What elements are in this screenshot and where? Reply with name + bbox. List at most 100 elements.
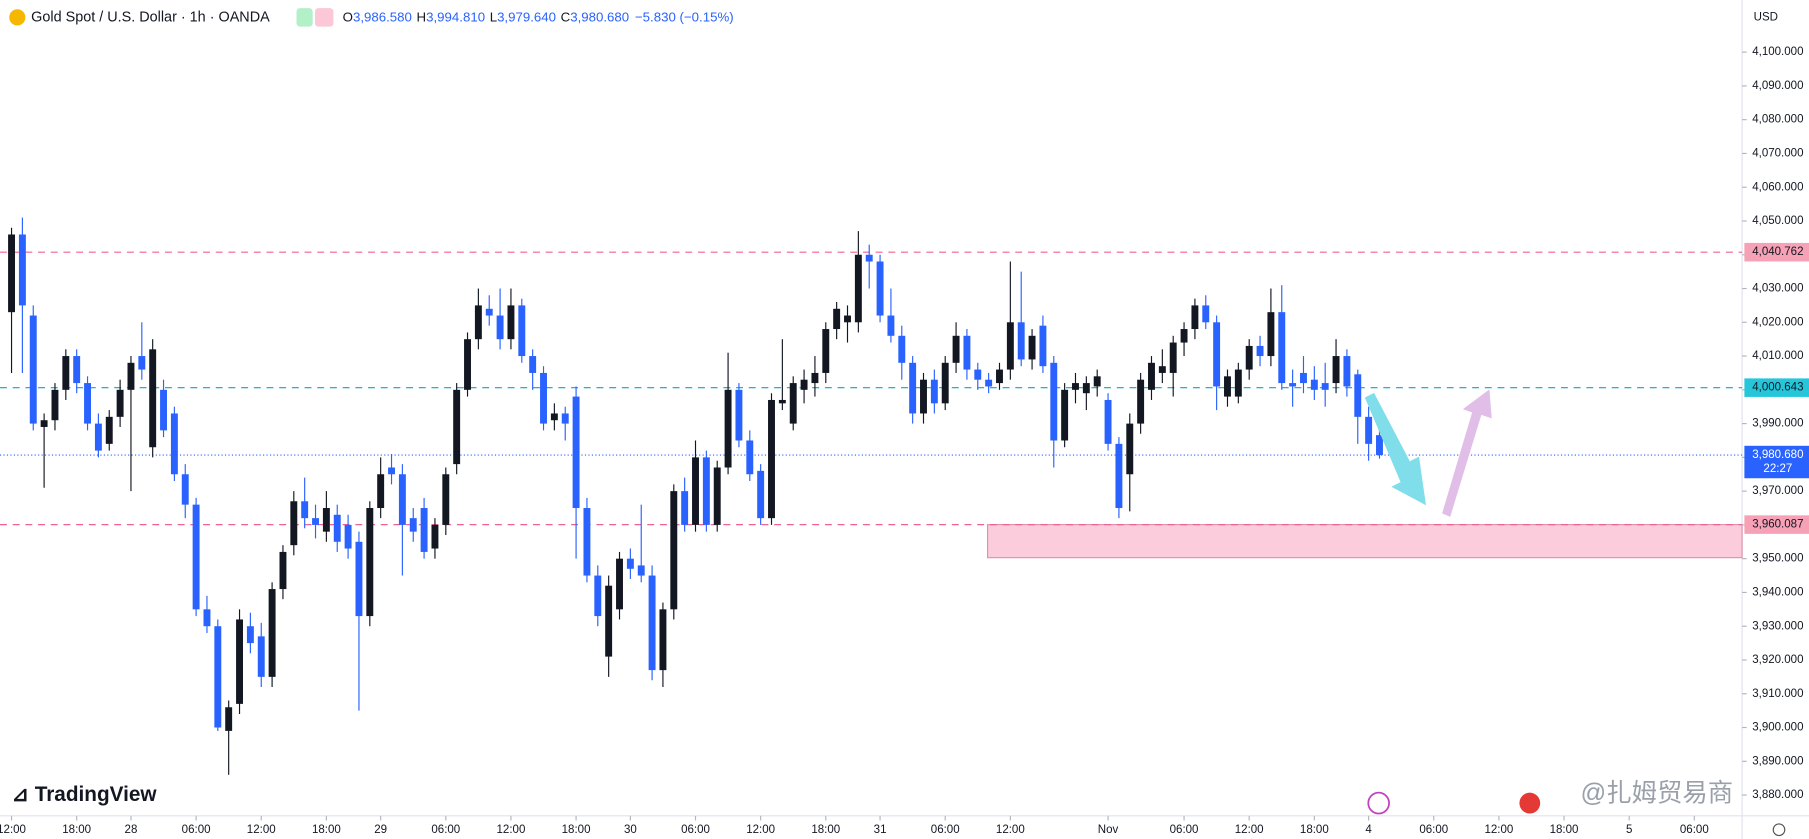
x-tick-label: 5 (1626, 824, 1632, 836)
candle-body (974, 369, 982, 380)
x-tick-label: 18:00 (312, 824, 341, 836)
candle-body (160, 389, 167, 431)
candle-body (1321, 383, 1329, 390)
x-tick-label: 06:00 (681, 824, 710, 836)
field-value: 3,986.580 (353, 9, 412, 24)
candle-body (583, 508, 591, 576)
candle-body (1343, 356, 1351, 387)
x-tick-label: 18:00 (1550, 824, 1579, 836)
candle-body (540, 372, 547, 424)
candle-body (854, 254, 862, 323)
y-tick-label: 4,080.000 (1752, 114, 1803, 126)
candle-body (1017, 322, 1025, 360)
candle-body (464, 339, 471, 390)
header: Gold Spot / U.S. Dollar · 1h · OANDA (31, 9, 270, 25)
candle-body (1354, 374, 1362, 417)
x-tick-label: 12:00 (0, 824, 26, 836)
candle-body (833, 308, 841, 330)
candle-body (648, 575, 656, 671)
candle-body (996, 369, 1003, 384)
candle-body (1028, 335, 1036, 360)
level-badge (1744, 242, 1809, 262)
y-tick-label: 3,930.000 (1752, 620, 1803, 632)
candle-body (398, 474, 406, 525)
candle-body (322, 508, 330, 532)
candle-body (952, 335, 960, 363)
candle-body (865, 254, 873, 262)
x-tick-label: 12:00 (497, 824, 526, 836)
field-label: C (561, 9, 571, 24)
candle-body (485, 308, 493, 316)
candle-body (681, 491, 689, 525)
candle-body (887, 315, 895, 336)
candle-body (757, 470, 765, 519)
candle-body (811, 372, 819, 384)
candle-body (594, 575, 602, 617)
field-value: 3,994.810 (426, 9, 485, 24)
y-tick-label: 3,920.000 (1752, 654, 1803, 666)
candle-body (73, 356, 81, 384)
candle-body (844, 315, 851, 323)
candle-body (496, 315, 504, 340)
candle-body (1104, 399, 1112, 444)
candle-body (941, 362, 949, 404)
candle-body (529, 356, 537, 373)
candle-body (1006, 322, 1014, 370)
candle-body (420, 508, 428, 552)
candle-body (1180, 329, 1188, 343)
candle-body (138, 356, 146, 370)
candle-body (876, 261, 884, 316)
candle-body (40, 420, 48, 427)
x-tick-label: 12:00 (1484, 824, 1513, 836)
level-badge (1744, 515, 1809, 534)
candle-body (909, 362, 917, 414)
countdown: 22:27 (1763, 463, 1792, 475)
y-tick-label: 4,070.000 (1752, 147, 1803, 159)
candle-body (1332, 356, 1340, 384)
candle-body (746, 440, 754, 475)
candle-body (1093, 376, 1101, 387)
brand: TradingView (35, 782, 158, 805)
candle-body (1213, 322, 1221, 387)
badge (296, 8, 313, 27)
candle-body (409, 518, 417, 532)
candle-body (930, 379, 938, 404)
x-tick-label: 06:00 (1419, 824, 1448, 836)
candle-body (431, 524, 439, 549)
candle-body (203, 609, 211, 627)
y-tick-label: 3,890.000 (1752, 755, 1803, 767)
y-tick-label: 4,050.000 (1752, 215, 1803, 227)
field-value: 3,979.640 (497, 9, 556, 24)
y-tick-label: 4,030.000 (1752, 283, 1803, 295)
candle-body (1202, 305, 1210, 323)
candle-body (181, 474, 189, 505)
candle-body (333, 514, 341, 542)
candle-body (1256, 345, 1264, 357)
candle-body (8, 234, 16, 313)
candle-body (355, 541, 363, 617)
candle-body (1245, 345, 1253, 370)
candle-body (1365, 416, 1373, 444)
level-label: 4,000.643 (1752, 382, 1803, 394)
demand-zone (986, 524, 1743, 559)
candle-body (713, 467, 721, 525)
candle-body (637, 565, 645, 576)
candle-body (94, 423, 102, 451)
candle-body (1376, 435, 1383, 456)
candle-body (1050, 362, 1058, 441)
x-tick-label: 18:00 (62, 824, 91, 836)
candle-body (29, 315, 37, 424)
candle-body (1267, 312, 1275, 357)
x-tick-label: 12:00 (247, 824, 276, 836)
ohlc-legend: O3,986.580 H3,994.810 L3,979.640 C3,980.680… (343, 9, 734, 24)
x-tick-label: 06:00 (182, 824, 211, 836)
x-tick-label: 31 (874, 824, 887, 836)
candle-body (268, 589, 276, 677)
candle-body (1224, 376, 1231, 397)
flag-icon (1519, 792, 1541, 814)
candle-body (1234, 369, 1242, 397)
candle-body (366, 508, 374, 617)
candle-body (550, 413, 558, 421)
